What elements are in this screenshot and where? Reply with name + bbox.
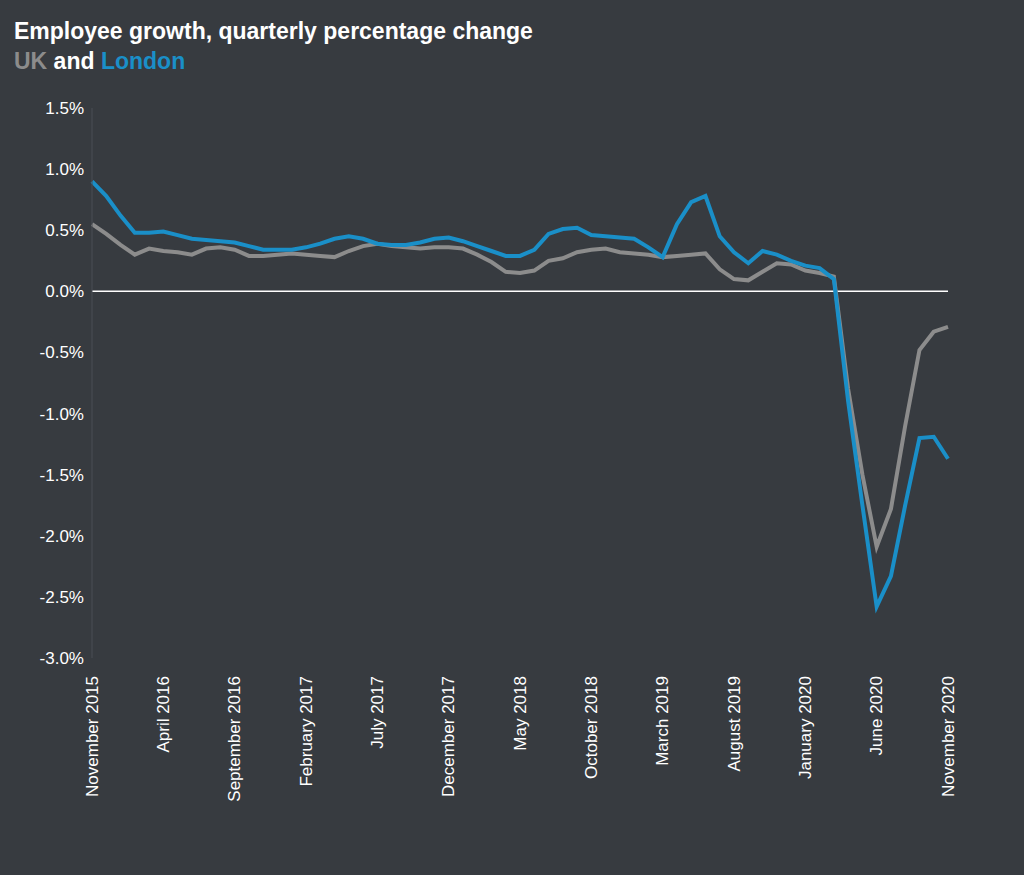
svg-text:February 2017: February 2017	[297, 676, 316, 787]
svg-text:January 2020: January 2020	[796, 676, 815, 779]
svg-text:November 2020: November 2020	[939, 676, 958, 797]
svg-text:September 2016: September 2016	[225, 676, 244, 802]
svg-text:-0.5%: -0.5%	[40, 343, 84, 362]
svg-text:June 2020: June 2020	[867, 676, 886, 755]
svg-text:1.5%: 1.5%	[45, 99, 84, 118]
svg-text:October 2018: October 2018	[582, 676, 601, 779]
svg-text:August 2019: August 2019	[725, 676, 744, 771]
html-text:UK and London: UK and London	[14, 48, 186, 74]
svg-text:0.0%: 0.0%	[45, 282, 84, 301]
svg-text:-2.0%: -2.0%	[40, 527, 84, 546]
svg-text:May 2018: May 2018	[511, 676, 530, 751]
svg-text:March 2019: March 2019	[653, 676, 672, 766]
svg-text:-1.0%: -1.0%	[40, 405, 84, 424]
svg-text:November 2015: November 2015	[83, 676, 102, 797]
svg-text:-2.5%: -2.5%	[40, 588, 84, 607]
html-text:Employee growth, quarterly per: Employee growth, quarterly percentage ch…	[14, 18, 533, 44]
svg-text:1.0%: 1.0%	[45, 160, 84, 179]
svg-text:December 2017: December 2017	[439, 676, 458, 797]
svg-text:-1.5%: -1.5%	[40, 466, 84, 485]
svg-text:0.5%: 0.5%	[45, 221, 84, 240]
svg-text:July 2017: July 2017	[368, 676, 387, 749]
svg-text:April 2016: April 2016	[154, 676, 173, 753]
svg-text:-3.0%: -3.0%	[40, 649, 84, 668]
